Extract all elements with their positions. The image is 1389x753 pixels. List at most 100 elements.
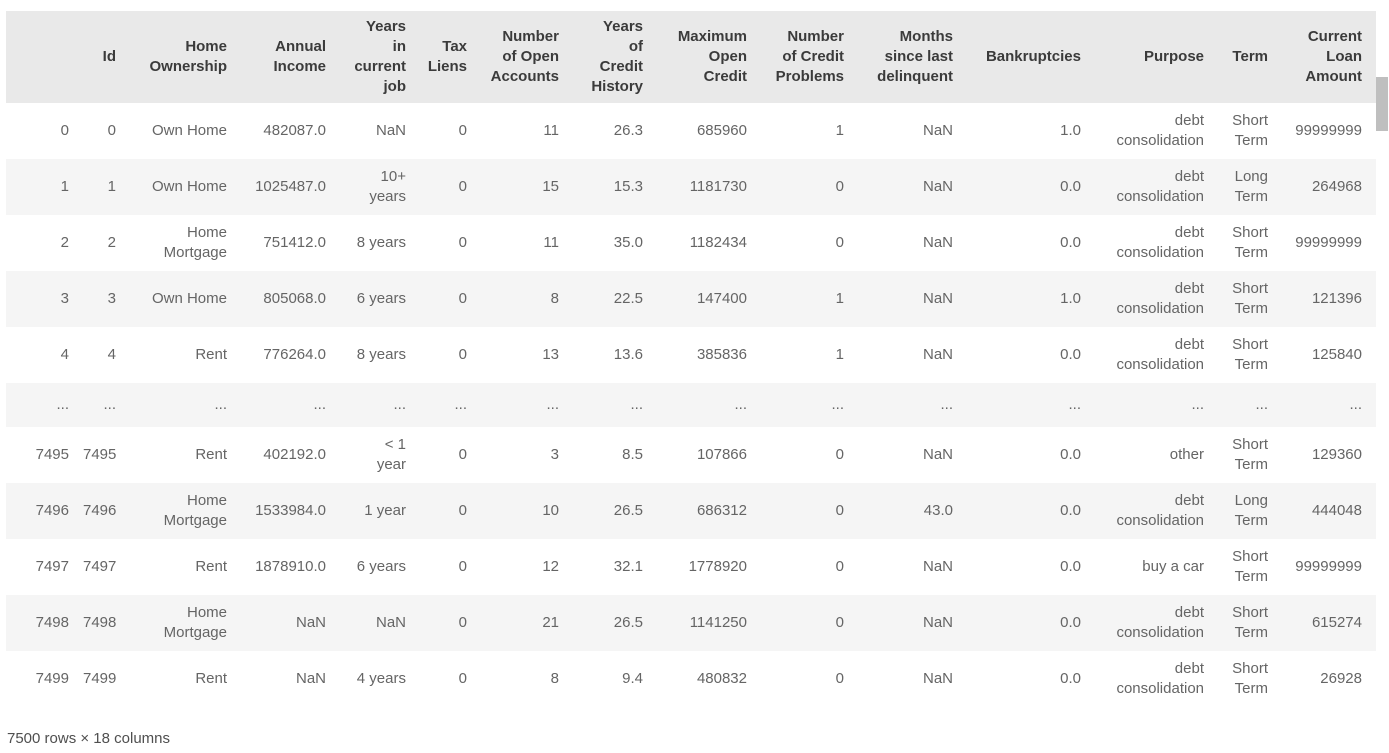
cell-tax_liens: 0: [458, 670, 467, 687]
cell-number_of_credit_problems: 0: [761, 159, 858, 215]
cell-current_loan_amount: 125840: [1311, 346, 1362, 363]
cell-id: 3: [83, 271, 130, 327]
cell-current_loan_amount: 129360: [1311, 446, 1362, 463]
cell-tax_liens: 0: [420, 483, 481, 539]
column-header-annual_income: Annual Income: [241, 11, 340, 103]
cell-annual_income: 751412.0: [263, 234, 326, 251]
cell-years_in_current_job: NaN: [340, 595, 420, 651]
cell-years_of_credit_history: 15.3: [573, 159, 657, 215]
cell-home_ownership: Rent: [195, 346, 227, 363]
row-index: 0: [60, 122, 69, 139]
cell-purpose: ...: [1095, 383, 1218, 427]
cell-current_loan_amount: 121396: [1282, 271, 1376, 327]
cell-id: 7498: [83, 595, 130, 651]
cell-maximum_open_credit: 385836: [696, 346, 747, 363]
column-header-months_since_last_delinquent: Months since last delinquent: [858, 11, 967, 103]
cell-term: ...: [1218, 383, 1282, 427]
cell-number_of_open_accounts: 10: [481, 483, 573, 539]
cell-annual_income: ...: [241, 383, 340, 427]
cell-annual_income: NaN: [241, 595, 340, 651]
header-row: Id Home Ownership Annual Income Years in cu…: [6, 11, 1376, 103]
table-row: 7496 7496 Home Mortgage 1533984.0 1 year 0 10 2…: [6, 483, 1376, 539]
cell-term: Short Term: [1218, 271, 1282, 327]
cell-home_ownership: Home Mortgage: [130, 483, 241, 539]
cell-term: Short Term: [1232, 436, 1268, 473]
cell-home_ownership: Own Home: [130, 271, 241, 327]
dataframe-table: Id Home Ownership Annual Income Years in cu…: [6, 11, 1376, 707]
vertical-scrollbar[interactable]: [1375, 0, 1389, 753]
cell-tax_liens: 0: [420, 271, 481, 327]
cell-home_ownership: Rent: [195, 558, 227, 575]
cell-number_of_open_accounts: 8: [550, 670, 559, 687]
row-index: 7496: [6, 483, 83, 539]
cell-purpose: other: [1169, 446, 1204, 463]
cell-maximum_open_credit: 1778920: [688, 558, 747, 575]
cell-months_since_last_delinquent: NaN: [922, 446, 953, 463]
cell-id: 4: [107, 346, 116, 363]
dataframe-body: 0 0 Own Home 482087.0 NaN 0 11 26.3 685960 1 NaN 1.…: [6, 103, 1376, 707]
cell-months_since_last_delinquent: NaN: [922, 346, 953, 363]
cell-number_of_credit_problems: 0: [761, 595, 858, 651]
cell-purpose: debt consolidation: [1116, 336, 1204, 373]
column-header-years_in_current_job: Years in current job: [340, 11, 420, 103]
cell-years_in_current_job: 8 years: [356, 234, 406, 251]
cell-term: Short Term: [1218, 595, 1282, 651]
cell-maximum_open_credit: 107866: [696, 446, 747, 463]
cell-current_loan_amount: 615274: [1282, 595, 1376, 651]
table-row: 7498 7498 Home Mortgage NaN NaN 0 21 26.5 114125…: [6, 595, 1376, 651]
row-index: 7495: [35, 446, 69, 463]
column-header-term: Term: [1218, 11, 1282, 103]
cell-home_ownership: Rent: [195, 670, 227, 687]
cell-years_of_credit_history: 22.5: [573, 271, 657, 327]
cell-bankruptcies: 0.0: [1060, 670, 1081, 687]
cell-current_loan_amount: 99999999: [1295, 234, 1362, 251]
cell-number_of_open_accounts: ...: [481, 383, 573, 427]
table-row: 1 1 Own Home 1025487.0 10+ years 0 15 15.3 11817…: [6, 159, 1376, 215]
dataframe-container[interactable]: Id Home Ownership Annual Income Years in cu…: [6, 11, 1376, 749]
cell-months_since_last_delinquent: NaN: [858, 159, 967, 215]
cell-months_since_last_delinquent: ...: [858, 383, 967, 427]
cell-current_loan_amount: 26928: [1320, 670, 1362, 687]
cell-purpose: debt consolidation: [1116, 660, 1204, 697]
column-header-years_of_credit_history: Years of Credit History: [573, 11, 657, 103]
cell-years_in_current_job: 6 years: [356, 558, 406, 575]
cell-years_in_current_job: 10+ years: [340, 159, 420, 215]
cell-months_since_last_delinquent: NaN: [922, 670, 953, 687]
column-header-bankruptcies: Bankruptcies: [967, 11, 1095, 103]
cell-maximum_open_credit: ...: [657, 383, 761, 427]
cell-purpose: buy a car: [1142, 558, 1204, 575]
cell-id: 2: [107, 234, 116, 251]
cell-years_of_credit_history: 26.3: [613, 122, 643, 139]
cell-tax_liens: 0: [458, 346, 467, 363]
cell-maximum_open_credit: 686312: [657, 483, 761, 539]
cell-annual_income: 1878910.0: [255, 558, 326, 575]
cell-maximum_open_credit: 1141250: [657, 595, 761, 651]
cell-bankruptcies: 0.0: [967, 595, 1095, 651]
cell-number_of_credit_problems: 1: [835, 122, 844, 139]
cell-term: Short Term: [1232, 548, 1268, 585]
cell-bankruptcies: 1.0: [1060, 122, 1081, 139]
cell-annual_income: 805068.0: [241, 271, 340, 327]
cell-bankruptcies: 0.0: [967, 159, 1095, 215]
cell-bankruptcies: 0.0: [1060, 558, 1081, 575]
cell-home_ownership: Own Home: [130, 159, 241, 215]
cell-term: Short Term: [1232, 660, 1268, 697]
cell-term: Short Term: [1232, 336, 1268, 373]
cell-bankruptcies: 0.0: [1060, 234, 1081, 251]
cell-years_in_current_job: < 1 year: [376, 436, 406, 473]
row-index: 4: [60, 346, 69, 363]
cell-number_of_credit_problems: 0: [835, 670, 844, 687]
cell-term: Long Term: [1218, 159, 1282, 215]
table-row: 3 3 Own Home 805068.0 6 years 0 8 22.5 147400 1 Na…: [6, 271, 1376, 327]
cell-annual_income: 402192.0: [263, 446, 326, 463]
cell-years_of_credit_history: 13.6: [613, 346, 643, 363]
cell-number_of_open_accounts: 12: [542, 558, 559, 575]
column-header-current_loan_amount: Current Loan Amount: [1282, 11, 1376, 103]
cell-id: 7497: [83, 558, 117, 575]
cell-tax_liens: 0: [420, 595, 481, 651]
scrollbar-thumb[interactable]: [1376, 77, 1388, 131]
cell-bankruptcies: 0.0: [967, 483, 1095, 539]
cell-number_of_credit_problems: 1: [835, 346, 844, 363]
cell-tax_liens: 0: [420, 159, 481, 215]
